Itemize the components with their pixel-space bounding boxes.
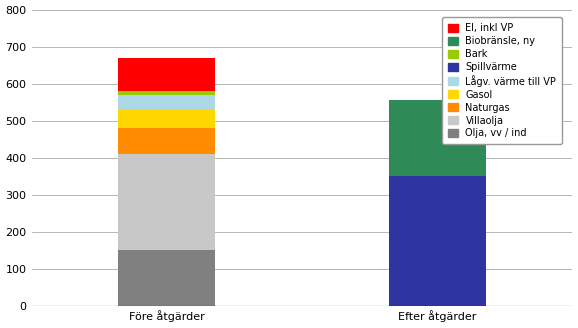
Bar [388,176,486,306]
Legend: El, inkl VP, Biobränsle, ny, Bark, Spillvärme, Lågv. värme till VP, Gasol, Natur: El, inkl VP, Biobränsle, ny, Bark, Spill… [442,17,562,144]
Bar [118,91,216,95]
Bar [118,154,216,250]
Bar [388,100,486,176]
Bar [118,250,216,306]
Bar [118,128,216,154]
Bar [118,58,216,91]
Bar [118,110,216,128]
Bar [118,95,216,110]
